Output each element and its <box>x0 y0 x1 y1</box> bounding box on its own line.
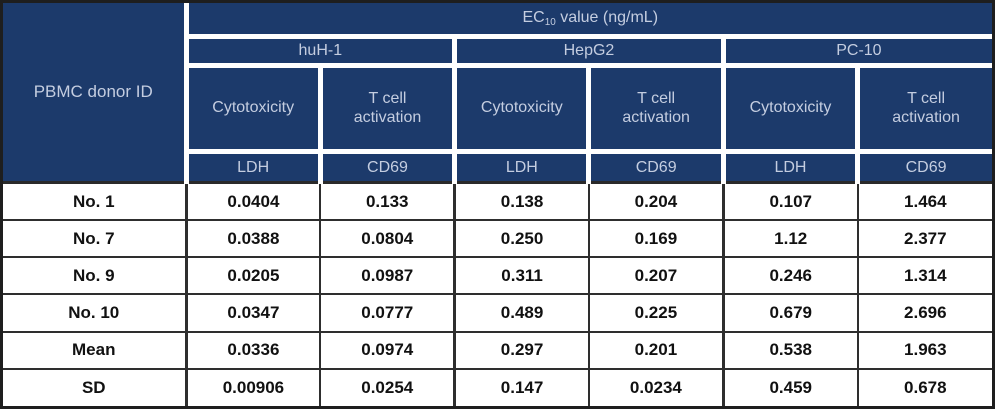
data-cell-hepg2-cd69: 0.225 <box>587 293 725 333</box>
assay-header-hepg2-tcell-activation: T cell activation <box>586 62 726 155</box>
data-cell-huh1-cd69: 0.0987 <box>319 256 456 296</box>
assay-header-huh1-tcell-activation: T cell activation <box>317 62 458 155</box>
table-row-no1: No. 1 0.0404 0.133 0.138 0.204 0.107 1.4… <box>3 181 992 222</box>
table-row-mean: Mean 0.0336 0.0974 0.297 0.201 0.538 1.9… <box>3 330 992 370</box>
data-cell-hepg2-ldh: 0.311 <box>453 256 590 296</box>
data-cell-pc10-cd69: 2.696 <box>856 293 992 333</box>
data-cell-hepg2-ldh: 0.489 <box>453 293 590 333</box>
data-cell-hepg2-cd69: 0.0234 <box>587 367 725 406</box>
corner-header-pbmc-donor-id: PBMC donor ID <box>3 3 189 185</box>
data-cell-huh1-ldh: 0.00906 <box>184 367 322 406</box>
data-cell-huh1-cd69: 0.0974 <box>319 330 456 370</box>
assay-header-pc10-cytotoxicity: Cytotoxicity <box>720 62 861 155</box>
table-title-ec10-value: EC10 value (ng/mL) <box>183 3 992 39</box>
data-cell-huh1-ldh: 0.0205 <box>184 256 322 296</box>
data-cell-pc10-cd69: 0.678 <box>856 367 992 406</box>
data-cell-hepg2-cd69: 0.207 <box>587 256 725 296</box>
data-cell-pc10-ldh: 0.459 <box>721 367 859 406</box>
data-cell-hepg2-cd69: 0.201 <box>587 330 725 370</box>
table-row-no9: No. 9 0.0205 0.0987 0.311 0.207 0.246 1.… <box>3 256 992 296</box>
marker-header-huh1-ldh: LDH <box>183 149 323 185</box>
data-cell-huh1-ldh: 0.0404 <box>184 181 322 222</box>
data-cell-huh1-ldh: 0.0388 <box>184 219 322 259</box>
data-cell-huh1-ldh: 0.0347 <box>184 293 322 333</box>
row-label: No. 9 <box>3 256 188 296</box>
ec10-values-table: PBMC donor ID EC10 value (ng/mL) huH-1 H… <box>3 3 992 406</box>
data-cell-huh1-cd69: 0.133 <box>319 181 456 222</box>
data-cell-huh1-cd69: 0.0254 <box>319 367 456 406</box>
marker-header-hepg2-cd69: CD69 <box>586 149 726 185</box>
title-subscript: 10 <box>544 16 556 28</box>
data-cell-pc10-ldh: 0.246 <box>721 256 859 296</box>
data-cell-pc10-ldh: 0.538 <box>721 330 859 370</box>
data-cell-pc10-cd69: 1.314 <box>856 256 992 296</box>
title-prefix: EC <box>522 8 545 26</box>
marker-header-pc10-ldh: LDH <box>720 149 861 185</box>
group-header-pc10: PC-10 <box>720 33 992 68</box>
data-cell-pc10-ldh: 0.679 <box>721 293 859 333</box>
row-label: SD <box>3 367 188 406</box>
data-cell-huh1-ldh: 0.0336 <box>184 330 322 370</box>
group-header-hepg2: HepG2 <box>452 33 726 68</box>
data-cell-pc10-ldh: 1.12 <box>721 219 859 259</box>
row-label: Mean <box>3 330 188 370</box>
assay-header-hepg2-cytotoxicity: Cytotoxicity <box>452 62 592 155</box>
title-suffix: value (ng/mL) <box>555 8 659 26</box>
data-cell-hepg2-ldh: 0.250 <box>453 219 590 259</box>
data-cell-pc10-ldh: 0.107 <box>721 181 859 222</box>
table-row-no7: No. 7 0.0388 0.0804 0.250 0.169 1.12 2.3… <box>3 219 992 259</box>
table-row-no10: No. 10 0.0347 0.0777 0.489 0.225 0.679 2… <box>3 293 992 333</box>
data-cell-pc10-cd69: 1.464 <box>856 181 992 222</box>
row-label: No. 1 <box>3 181 188 222</box>
data-cell-pc10-cd69: 1.963 <box>856 330 992 370</box>
assay-header-huh1-cytotoxicity: Cytotoxicity <box>183 62 323 155</box>
data-cell-hepg2-ldh: 0.297 <box>453 330 590 370</box>
row-label: No. 7 <box>3 219 188 259</box>
data-cell-pc10-cd69: 2.377 <box>856 219 992 259</box>
assay-header-pc10-tcell-activation: T cell activation <box>855 62 992 155</box>
marker-header-hepg2-ldh: LDH <box>452 149 592 185</box>
data-cell-hepg2-ldh: 0.147 <box>453 367 590 406</box>
table-row-sd: SD 0.00906 0.0254 0.147 0.0234 0.459 0.6… <box>3 367 992 406</box>
row-label: No. 10 <box>3 293 188 333</box>
data-cell-huh1-cd69: 0.0804 <box>319 219 456 259</box>
marker-header-huh1-cd69: CD69 <box>317 149 458 185</box>
marker-header-pc10-cd69: CD69 <box>855 149 992 185</box>
data-cell-hepg2-ldh: 0.138 <box>453 181 590 222</box>
data-cell-huh1-cd69: 0.0777 <box>319 293 456 333</box>
data-cell-hepg2-cd69: 0.204 <box>587 181 725 222</box>
data-cell-hepg2-cd69: 0.169 <box>587 219 725 259</box>
group-header-huh1: huH-1 <box>183 33 458 68</box>
